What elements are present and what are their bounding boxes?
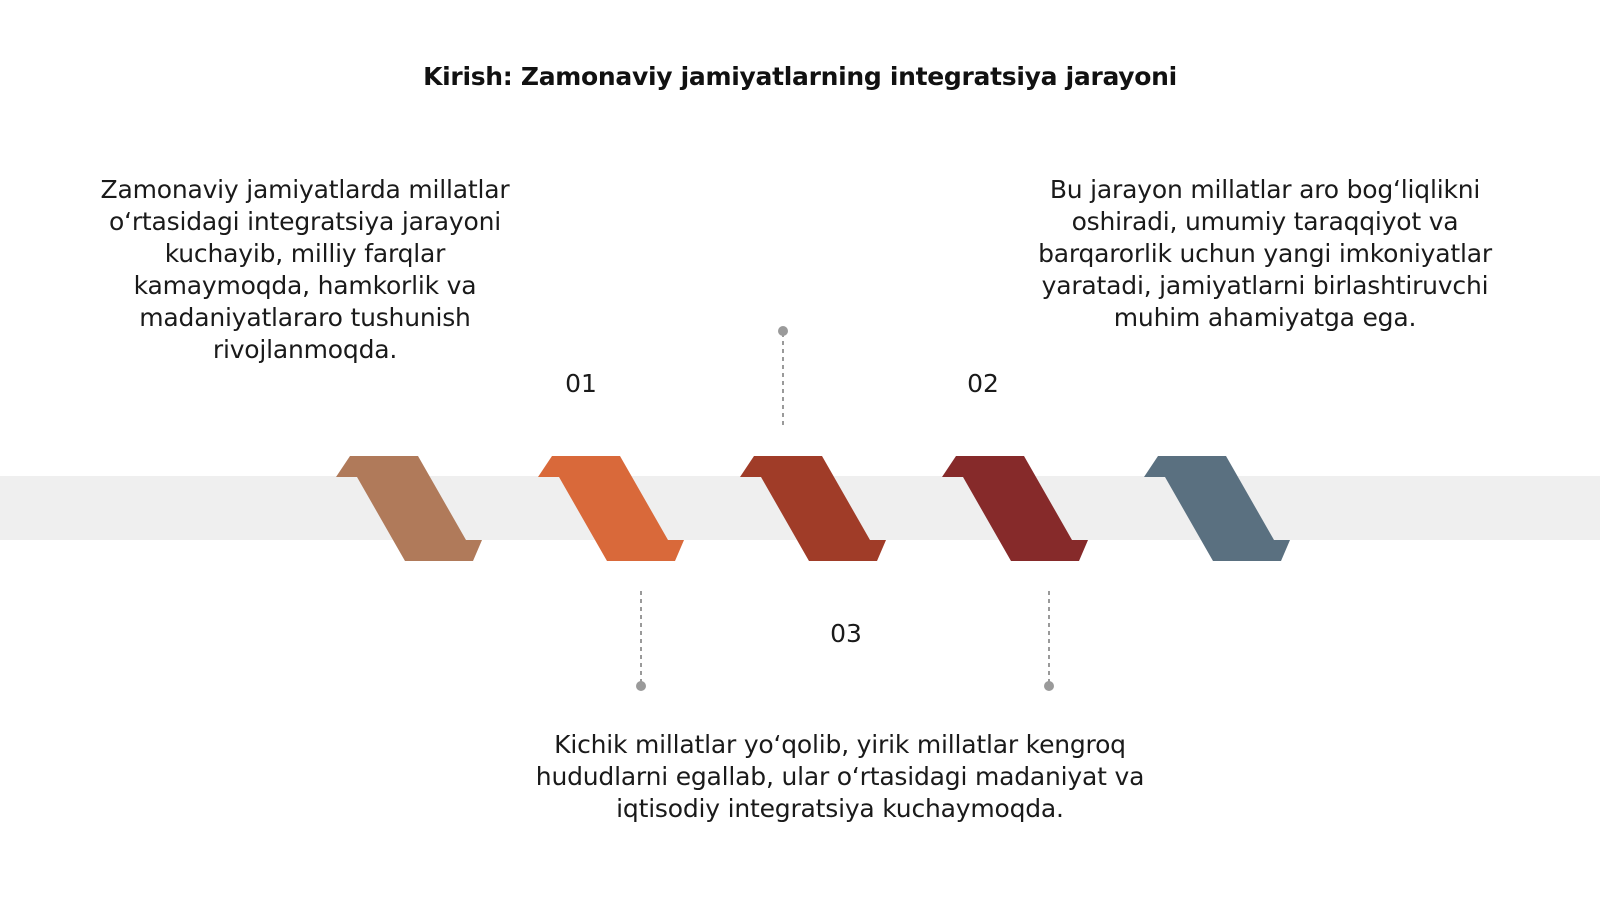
step-2-description: Bu jarayon millatlar aro bog‘liqlikni os…: [1038, 175, 1492, 332]
step-3-description: Kichik millatlar yo‘qolib, yirik millatl…: [535, 730, 1145, 823]
slide-title: Kirish: Zamonaviy jamiyatlarning integra…: [423, 62, 1177, 91]
chevron-segment-5: [1144, 456, 1290, 561]
chevron-segment-3: [740, 456, 886, 561]
connector-bottom-right: [1044, 591, 1054, 691]
step-1-description: Zamonaviy jamiyatlarda millatlar o‘rtasi…: [100, 175, 510, 364]
step-1-number: 01: [565, 369, 597, 398]
chevron-segment-1: [336, 456, 482, 561]
chevron-segment-4: [942, 456, 1088, 561]
connector-bottom-left: [636, 591, 646, 691]
step-2-number: 02: [967, 369, 999, 398]
connector-top: [778, 326, 788, 428]
chevron-segment-2: [538, 456, 684, 561]
step-3-number: 03: [830, 619, 862, 648]
